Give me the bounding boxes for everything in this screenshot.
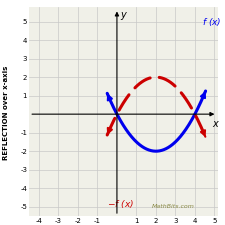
Text: y: y — [120, 9, 126, 20]
Text: REFLECTION over x-axis: REFLECTION over x-axis — [3, 65, 9, 160]
Text: x: x — [212, 119, 218, 129]
Text: $\mathit{f}$ (x): $\mathit{f}$ (x) — [202, 16, 221, 28]
Text: $-\mathit{f}$ (x): $-\mathit{f}$ (x) — [107, 198, 134, 210]
Text: MathBits.com: MathBits.com — [152, 204, 195, 209]
